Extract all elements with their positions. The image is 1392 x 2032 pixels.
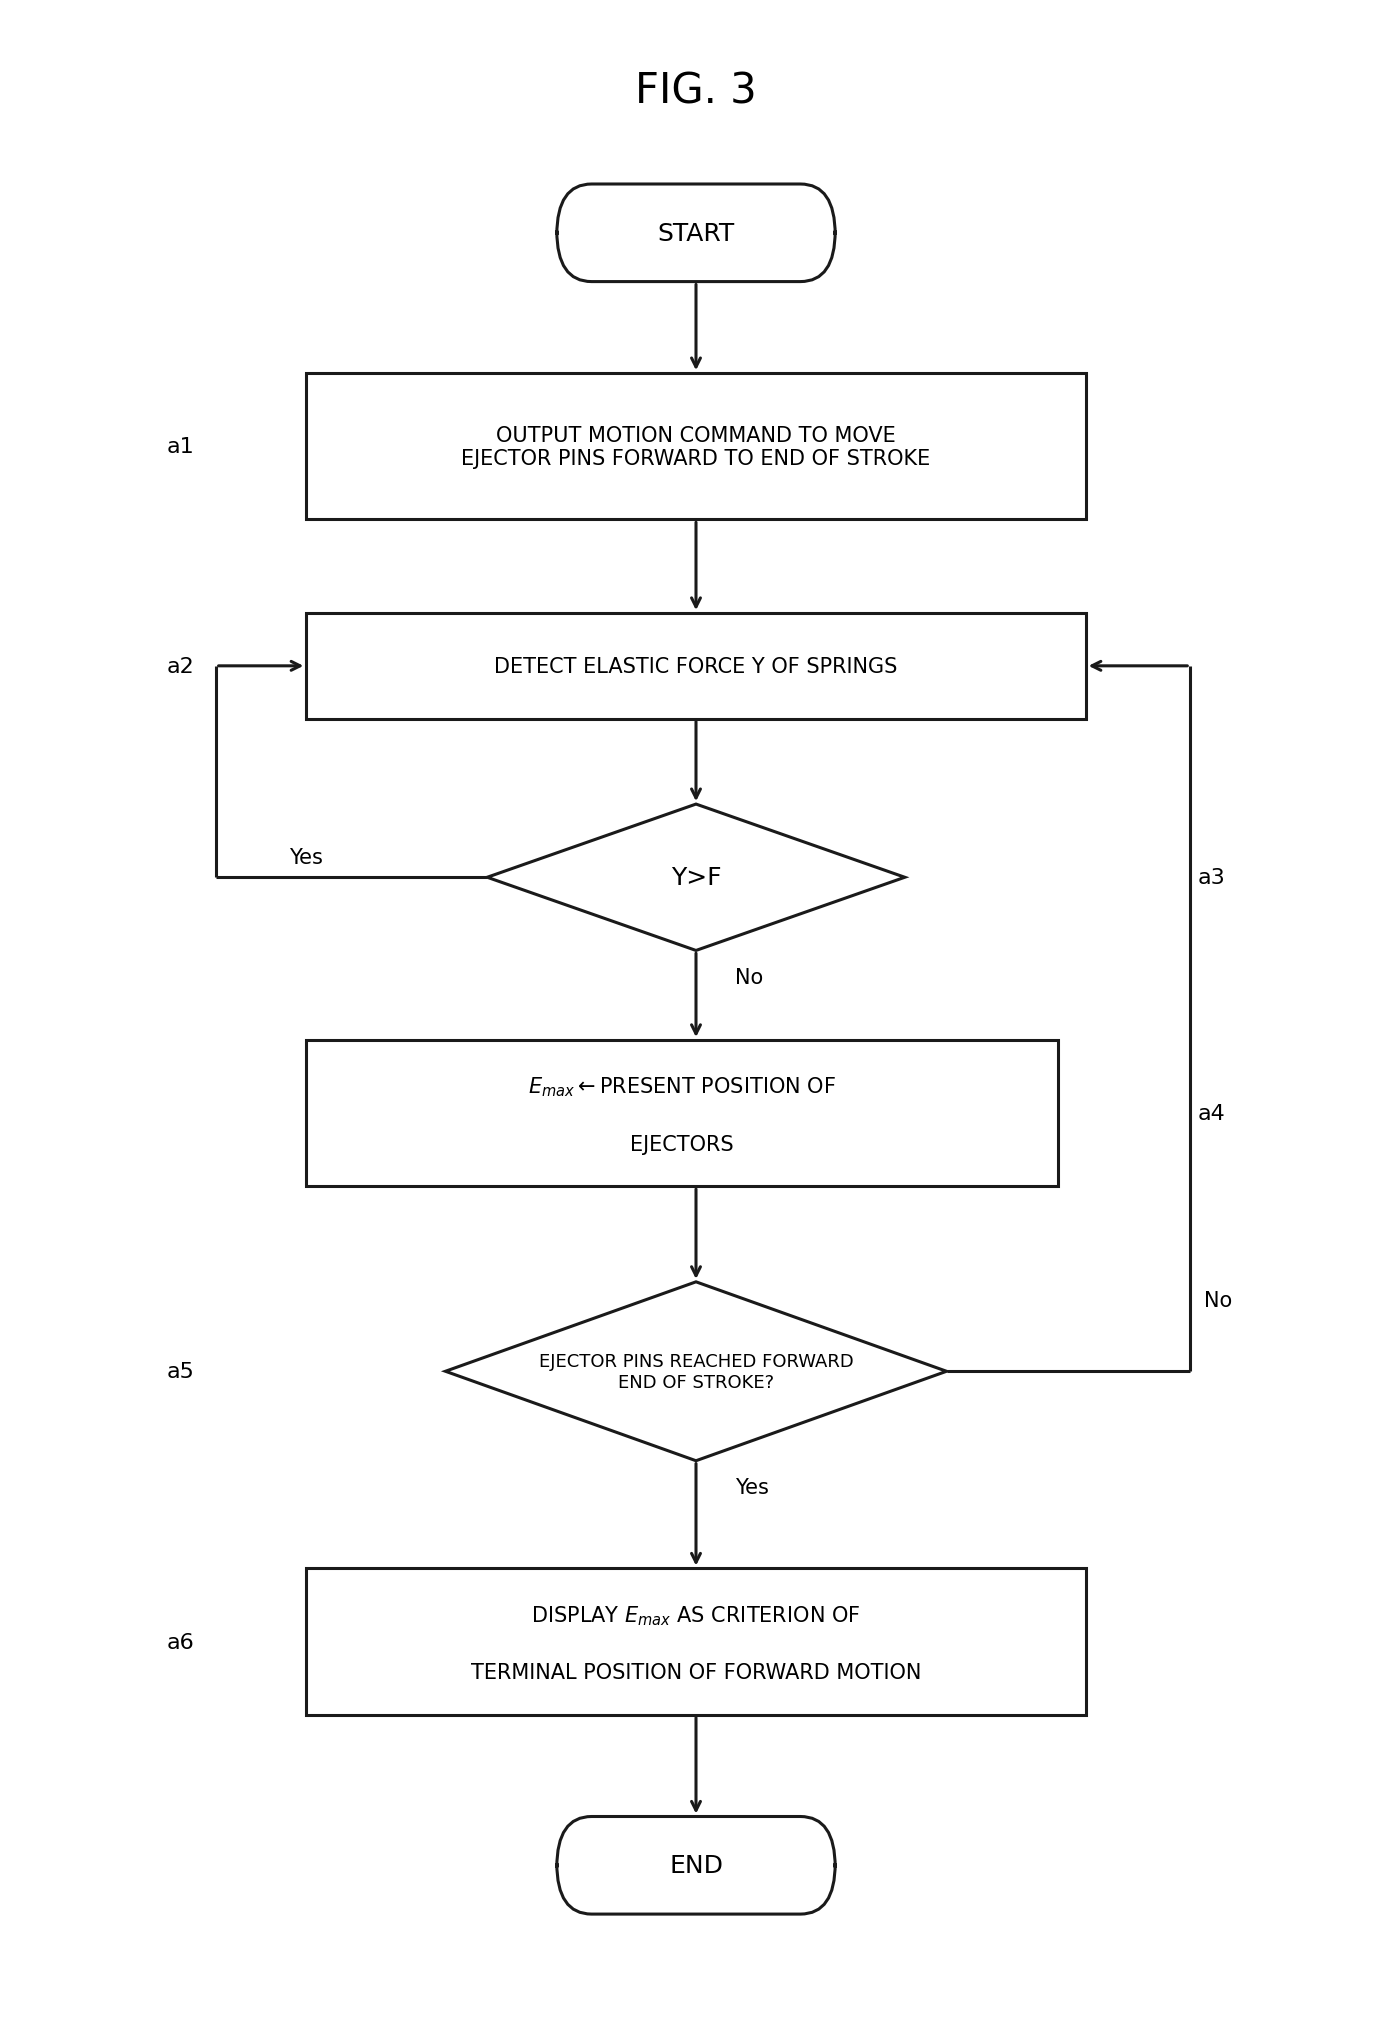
- Text: Yes: Yes: [735, 1477, 768, 1498]
- Text: No: No: [1204, 1290, 1232, 1311]
- Text: DISPLAY $E_{max}$ AS CRITERION OF: DISPLAY $E_{max}$ AS CRITERION OF: [532, 1603, 860, 1628]
- Text: OUTPUT MOTION COMMAND TO MOVE
EJECTOR PINS FORWARD TO END OF STROKE: OUTPUT MOTION COMMAND TO MOVE EJECTOR PI…: [461, 425, 931, 469]
- FancyBboxPatch shape: [306, 1040, 1058, 1187]
- Text: START: START: [657, 221, 735, 246]
- Text: a1: a1: [167, 437, 195, 457]
- Text: DETECT ELASTIC FORCE Y OF SPRINGS: DETECT ELASTIC FORCE Y OF SPRINGS: [494, 656, 898, 677]
- FancyBboxPatch shape: [306, 1569, 1086, 1715]
- FancyBboxPatch shape: [306, 374, 1086, 520]
- FancyBboxPatch shape: [306, 614, 1086, 719]
- Text: EJECTORS: EJECTORS: [631, 1134, 734, 1154]
- Text: END: END: [670, 1853, 722, 1878]
- Polygon shape: [487, 805, 905, 951]
- Text: FIG. 3: FIG. 3: [635, 71, 757, 112]
- Text: Yes: Yes: [290, 847, 323, 868]
- Text: a2: a2: [167, 656, 195, 677]
- Text: No: No: [735, 967, 763, 988]
- Text: a5: a5: [167, 1361, 195, 1382]
- Polygon shape: [445, 1282, 947, 1461]
- Text: a6: a6: [167, 1632, 195, 1652]
- FancyBboxPatch shape: [557, 1817, 835, 1914]
- Text: a3: a3: [1197, 868, 1225, 888]
- Text: a4: a4: [1197, 1103, 1225, 1124]
- Text: EJECTOR PINS REACHED FORWARD
END OF STROKE?: EJECTOR PINS REACHED FORWARD END OF STRO…: [539, 1351, 853, 1392]
- FancyBboxPatch shape: [557, 185, 835, 282]
- Text: TERMINAL POSITION OF FORWARD MOTION: TERMINAL POSITION OF FORWARD MOTION: [470, 1662, 922, 1682]
- Text: $E_{max}$$\leftarrow$PRESENT POSITION OF: $E_{max}$$\leftarrow$PRESENT POSITION OF: [528, 1075, 837, 1099]
- Text: Y>F: Y>F: [671, 866, 721, 890]
